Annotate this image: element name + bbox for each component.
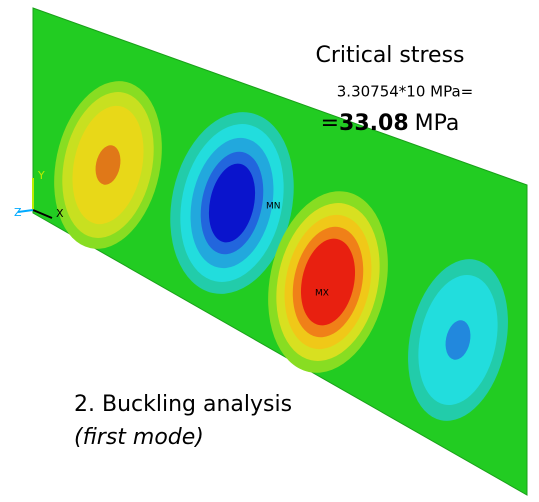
- result-prefix: =: [321, 111, 339, 136]
- caption-line1: 2. Buckling analysis: [74, 392, 292, 417]
- buckling-figure: Y Z X MN MX Critical stress 3.30754*10 M…: [0, 0, 539, 498]
- min-marker: MN: [266, 202, 281, 212]
- page: Y Z X MN MX Critical stress 3.30754*10 M…: [0, 0, 539, 502]
- max-marker: MX: [315, 289, 329, 299]
- caption-line2: (first mode): [74, 425, 204, 450]
- axis-y: Y: [37, 169, 45, 182]
- axis-z: Z: [14, 206, 22, 219]
- result-unit: MPa: [415, 111, 460, 136]
- stress-formula: 3.30754*10 MPa=: [337, 83, 473, 101]
- axis-x: X: [56, 207, 64, 220]
- stress-title: Critical stress: [315, 43, 464, 68]
- result-value: 33.08: [339, 111, 409, 136]
